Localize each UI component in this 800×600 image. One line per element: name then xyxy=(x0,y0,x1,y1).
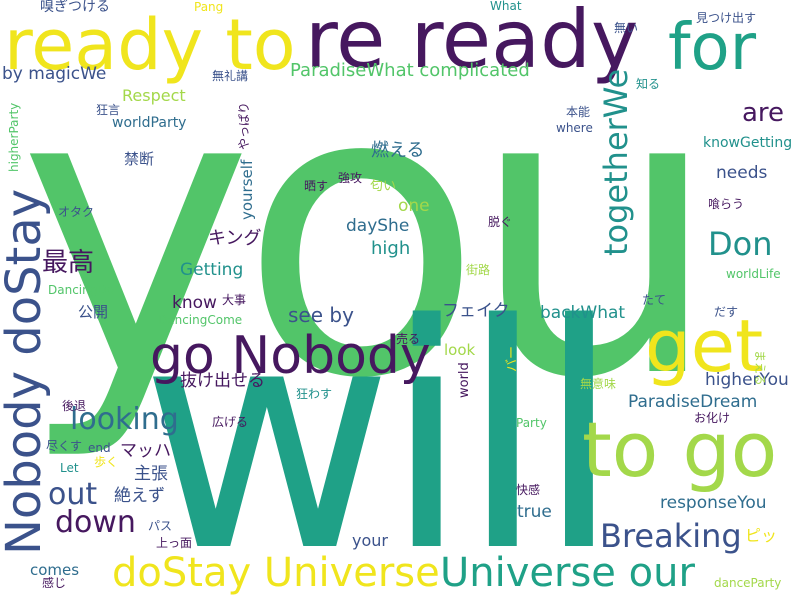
word: Universe our xyxy=(440,550,695,596)
word: 抜け出せる xyxy=(180,371,265,391)
word: worldParty xyxy=(112,115,187,131)
word: 広げる xyxy=(212,415,249,429)
word: 後退 xyxy=(62,399,87,413)
word: DancingDo xyxy=(48,283,114,297)
word: 尽くす xyxy=(46,439,83,453)
word: 狂言 xyxy=(96,103,121,117)
word: ParadiseWhat complicated xyxy=(290,60,530,81)
word: フェイク xyxy=(442,301,510,321)
word: one xyxy=(398,196,430,216)
word: 脱ぐ xyxy=(488,215,513,229)
word: だす xyxy=(714,305,739,319)
word: true xyxy=(517,502,552,522)
word: higherYou xyxy=(705,370,789,390)
word: たて xyxy=(642,293,667,307)
word: are xyxy=(742,98,785,128)
word: out xyxy=(48,477,98,512)
word: Getting xyxy=(180,260,244,280)
word: higherParty xyxy=(7,102,21,172)
word: ready to xyxy=(4,4,296,86)
word: danceParty xyxy=(714,576,782,590)
word: comes xyxy=(30,561,80,579)
word: see by xyxy=(288,303,354,327)
word: Breaking xyxy=(600,517,742,555)
word: world xyxy=(457,362,472,398)
word: パス xyxy=(148,519,173,533)
word: 喰らう xyxy=(708,197,745,211)
word: 無礼講 xyxy=(212,69,249,83)
word: 大事 xyxy=(222,293,247,307)
word: Respect xyxy=(122,86,186,105)
word: worldLife xyxy=(726,267,781,281)
word: 感じ xyxy=(42,576,67,590)
word: What xyxy=(490,0,522,13)
word: yourself xyxy=(238,159,256,220)
word: オタク xyxy=(58,205,95,219)
word: 禁断 xyxy=(124,150,155,168)
word: down xyxy=(55,505,136,540)
word: Party xyxy=(516,416,547,430)
word: 無い xyxy=(614,21,639,35)
word: 嗅ぎつける xyxy=(40,0,110,15)
word: 匂い xyxy=(370,179,397,194)
word: DancingCome xyxy=(158,313,243,327)
word: 最高 xyxy=(42,248,95,278)
word: 強攻 xyxy=(338,171,363,185)
word: 本能 xyxy=(566,105,591,119)
word: マッハ xyxy=(120,441,171,461)
word: look xyxy=(444,341,476,359)
word: 公開 xyxy=(78,303,109,321)
word: 晒す xyxy=(304,179,329,193)
word: 快感 xyxy=(516,483,541,497)
word: looking xyxy=(70,402,179,437)
word: お化け xyxy=(694,411,731,425)
word: togetherWe xyxy=(597,68,635,256)
word: 知る xyxy=(636,77,661,91)
word: バー xyxy=(505,345,520,372)
word: Pang xyxy=(194,0,224,14)
word: doStay Universe xyxy=(112,550,440,596)
word: 歩く xyxy=(94,455,119,469)
word: go Nobody xyxy=(150,326,431,386)
word: 見つけ出す xyxy=(696,11,757,25)
word: you xyxy=(18,2,721,465)
word: high xyxy=(371,238,411,259)
word: knowGetting xyxy=(703,135,793,151)
word: will xyxy=(140,259,622,600)
word: where xyxy=(556,121,593,135)
word: backWhat xyxy=(540,303,626,323)
word: 街路 xyxy=(466,263,491,277)
word: know xyxy=(172,293,217,313)
word: your xyxy=(352,531,388,550)
word: for xyxy=(668,11,756,85)
word: 燃える xyxy=(371,140,425,161)
word: まえる xyxy=(753,350,767,386)
word: needs xyxy=(716,163,768,183)
word: by magicWe xyxy=(2,64,107,84)
word: 無意味 xyxy=(580,377,617,391)
word: ParadiseDream xyxy=(628,392,758,412)
word: end xyxy=(88,441,111,455)
word: ピッ xyxy=(745,526,778,545)
word: Don xyxy=(708,225,773,263)
word: get xyxy=(645,304,764,388)
word: Let xyxy=(60,461,79,475)
word: 上っ面 xyxy=(156,536,193,550)
word: キング xyxy=(208,228,262,249)
word: dayShe xyxy=(346,216,410,236)
word: responseYou xyxy=(660,493,767,513)
word: 狂わす xyxy=(296,387,333,401)
word: re ready xyxy=(305,0,639,86)
word: 主張 xyxy=(134,464,168,484)
word: 絶えず xyxy=(114,486,165,506)
word: Nobody doStay xyxy=(0,188,52,555)
word: to go xyxy=(582,405,778,494)
word: やっぱり xyxy=(237,101,251,150)
word: 売る xyxy=(396,332,421,346)
